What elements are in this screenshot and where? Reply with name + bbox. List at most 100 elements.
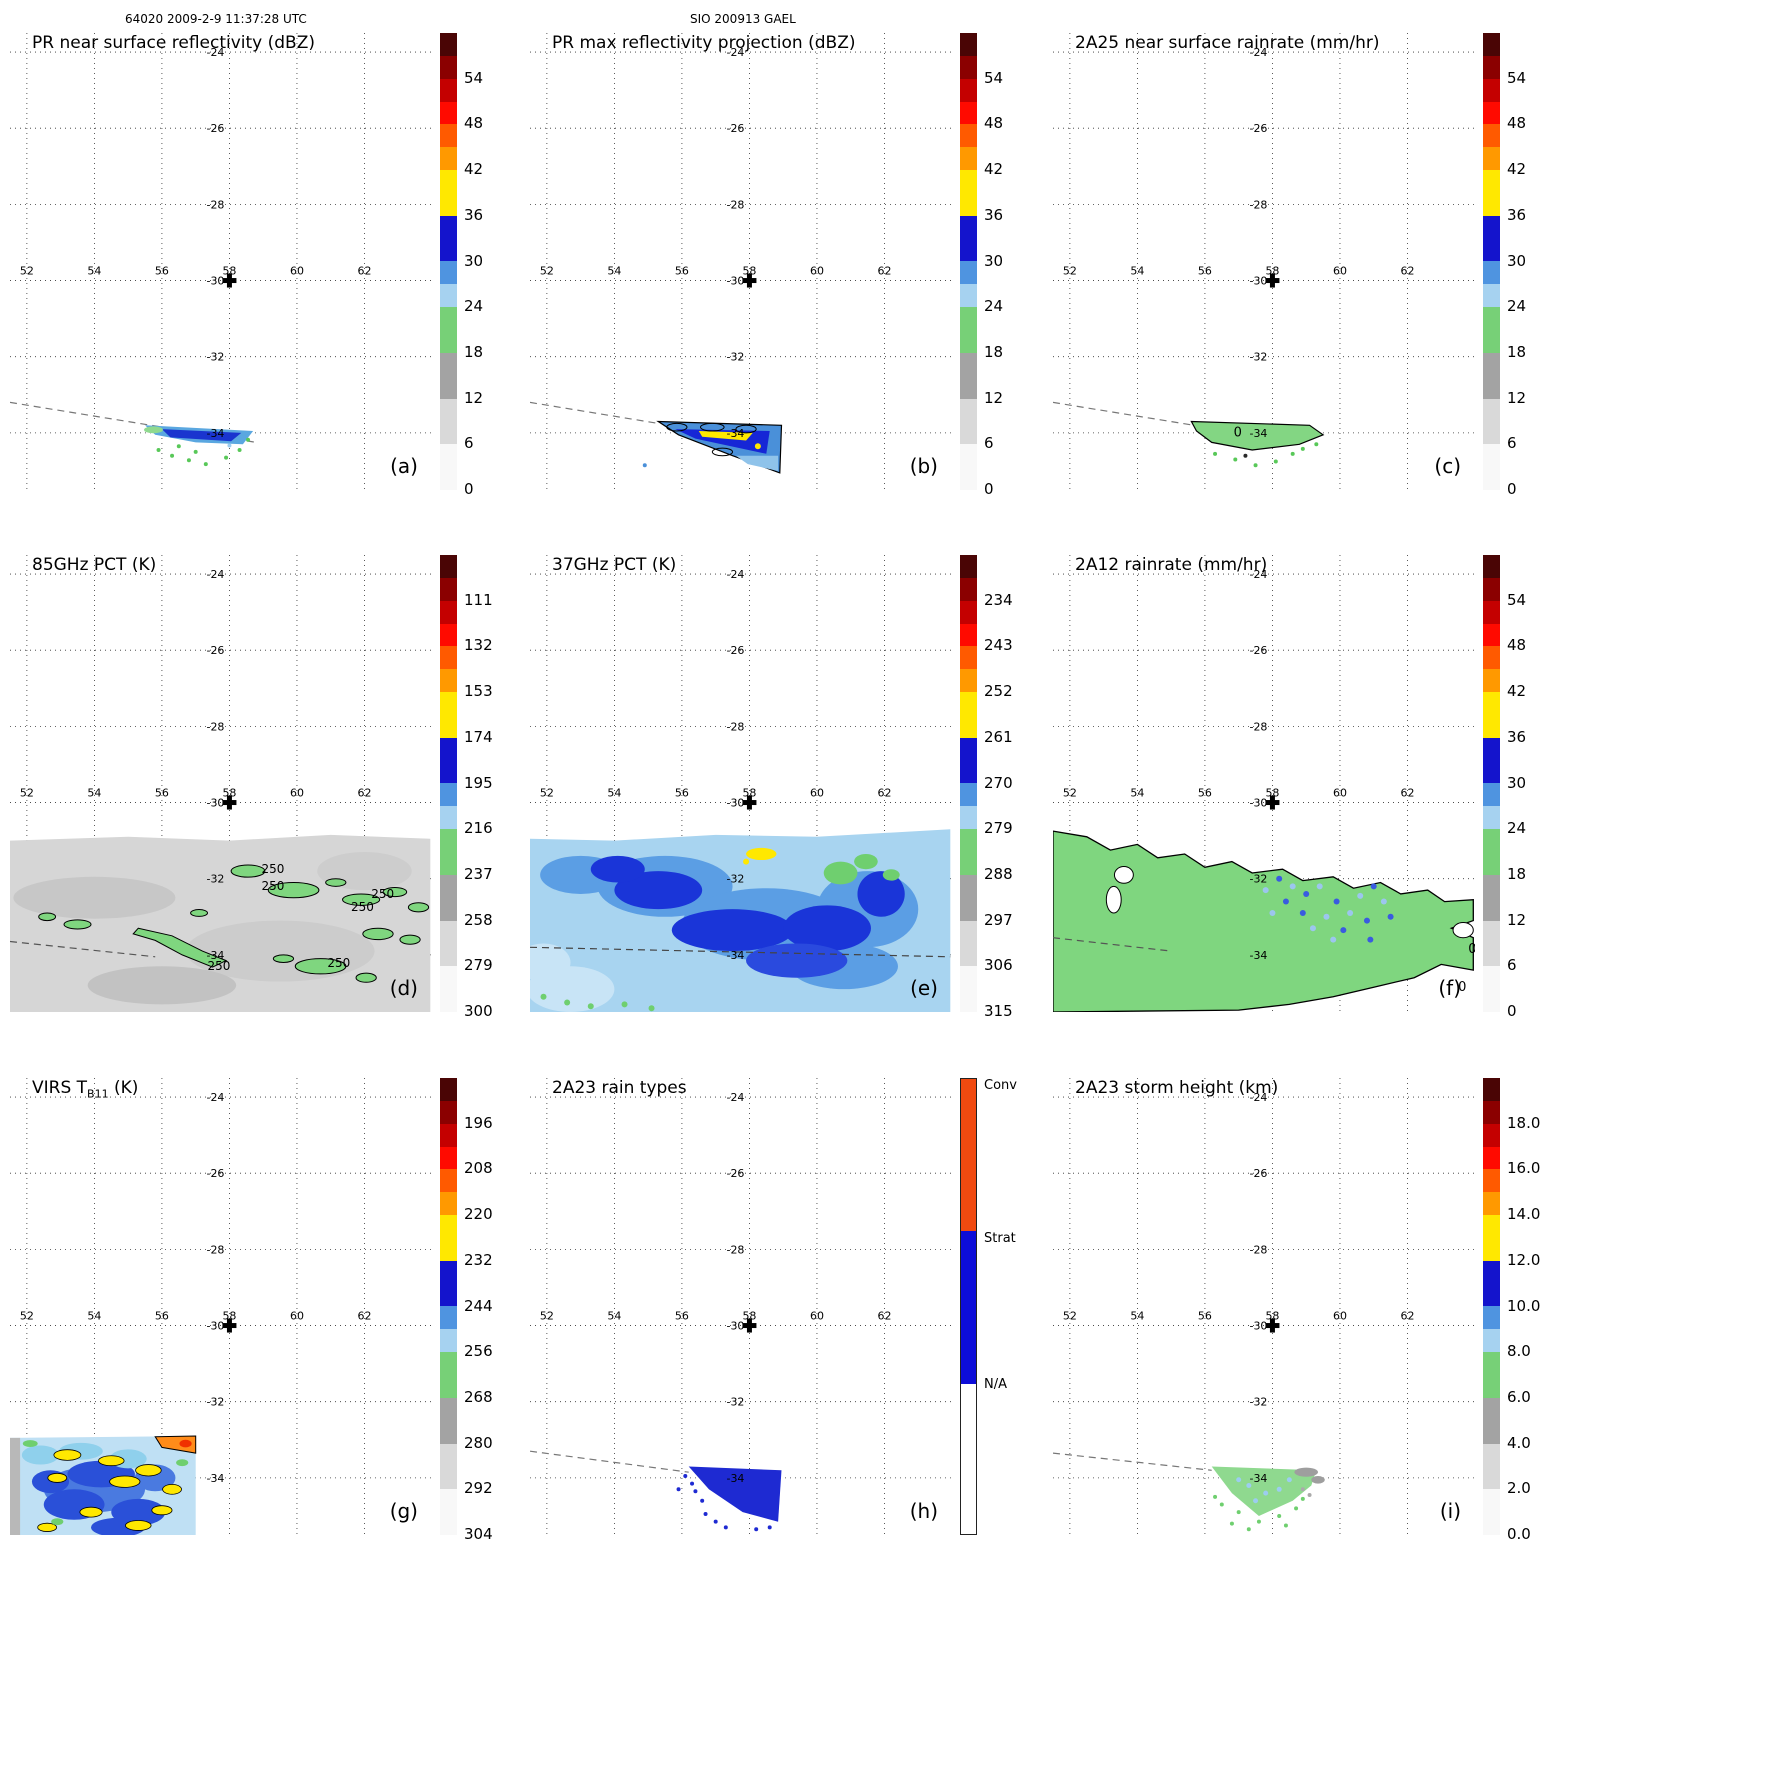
map-feature bbox=[1105, 885, 1122, 914]
lon-tick-label: 56 bbox=[155, 1310, 169, 1323]
colorbar-segment bbox=[440, 669, 457, 693]
colorbar-segment bbox=[1483, 444, 1500, 490]
map-feature-pixel bbox=[227, 443, 232, 448]
contour-label: 250 bbox=[262, 879, 285, 893]
colorbar-segment bbox=[440, 1123, 457, 1147]
colorbar-segment bbox=[960, 170, 977, 216]
lon-tick-label: 56 bbox=[675, 787, 689, 800]
map-feature bbox=[355, 972, 377, 983]
colorbar-segment bbox=[960, 623, 977, 647]
lat-tick-label: -32 bbox=[726, 1396, 744, 1409]
lat-tick-label: -32 bbox=[726, 873, 744, 886]
map-feature-pixel bbox=[1316, 883, 1323, 890]
map-feature bbox=[711, 447, 734, 457]
colorbar-bar-i bbox=[1483, 1078, 1500, 1535]
colorbar-segment bbox=[440, 170, 457, 216]
colorbar-tick-label: 48 bbox=[1507, 636, 1527, 655]
map-feature-pixel bbox=[1286, 1477, 1292, 1483]
map-feature bbox=[735, 455, 779, 471]
map-feature bbox=[783, 905, 871, 952]
lat-tick-label: -26 bbox=[726, 1167, 744, 1180]
colorbar-category-label: Strat bbox=[984, 1231, 1016, 1247]
colorbar-bar-h bbox=[960, 1078, 977, 1535]
map-feature-pixel bbox=[1243, 453, 1248, 458]
colorbar-ticks-i: 18.0 16.0 14.0 12.0 10.0 8.0 6.0 4.0 2.0 0.0 bbox=[1507, 1078, 1557, 1543]
lat-tick-label: -24 bbox=[726, 1091, 744, 1104]
map-feature bbox=[666, 422, 688, 432]
colorbar-tick-label: 111 bbox=[464, 590, 493, 609]
lat-tick-label: -28 bbox=[1249, 1243, 1267, 1256]
colorbar-bar-g bbox=[440, 1078, 457, 1535]
colorbar-segment bbox=[440, 806, 457, 830]
colorbar-segment bbox=[960, 966, 977, 1012]
colorbar-tick-label: 232 bbox=[464, 1250, 493, 1269]
colorbar-segment bbox=[440, 1260, 457, 1307]
lat-tick-label: -28 bbox=[726, 1243, 744, 1256]
colorbar-tick-label: 234 bbox=[984, 590, 1013, 609]
colorbar-tick-label: 252 bbox=[984, 682, 1013, 701]
map-feature bbox=[854, 853, 878, 870]
lon-tick-label: 58 bbox=[742, 265, 756, 278]
map-feature-pixel bbox=[1380, 898, 1387, 905]
lat-tick-label: -26 bbox=[206, 1167, 224, 1180]
colorbar-segment bbox=[440, 352, 457, 399]
colorbar-segment bbox=[440, 1192, 457, 1216]
map-feature-pixel bbox=[1213, 1494, 1218, 1499]
lat-tick-label: -28 bbox=[1249, 720, 1267, 733]
lat-tick-label: -24 bbox=[726, 568, 744, 581]
graticule bbox=[10, 33, 432, 490]
colorbar-segment bbox=[960, 577, 977, 601]
colorbar-i: 18.0 16.0 14.0 12.0 10.0 8.0 6.0 4.0 2.0 0.0 bbox=[1483, 1078, 1558, 1543]
graticule bbox=[1053, 33, 1475, 490]
map-feature-pixel bbox=[1277, 1513, 1282, 1518]
lon-tick-label: 62 bbox=[357, 265, 371, 278]
map-feature bbox=[362, 927, 394, 941]
map-feature bbox=[63, 919, 92, 930]
panel-letter-b: (b) bbox=[909, 454, 938, 478]
lat-tick-label: -24 bbox=[206, 568, 224, 581]
lon-tick-label: 52 bbox=[1063, 1310, 1077, 1323]
colorbar-segment bbox=[1483, 33, 1500, 56]
colorbar-tick-label: 12.0 bbox=[1507, 1250, 1541, 1269]
lat-tick-label: -30 bbox=[206, 275, 224, 288]
lat-tick-label: -32 bbox=[206, 351, 224, 364]
colorbar-segment bbox=[1483, 147, 1500, 171]
map-feature-pixel bbox=[693, 1489, 698, 1494]
title-g-end: (K) bbox=[108, 1078, 139, 1098]
map-feature bbox=[1190, 420, 1325, 451]
lon-tick-label: 62 bbox=[877, 1310, 891, 1323]
lon-tick-label: 60 bbox=[290, 787, 304, 800]
map-feature-pixel bbox=[1387, 913, 1394, 920]
map-feature-pixel bbox=[224, 455, 229, 460]
map-feature bbox=[735, 424, 757, 434]
map-feature-pixel bbox=[754, 443, 761, 450]
colorbar-segment bbox=[440, 692, 457, 738]
map-feature bbox=[22, 1440, 38, 1448]
colorbar-ticks-d: 111 132 153 174 195 216 237 258 279 300 bbox=[464, 555, 514, 1020]
lat-tick-label: -32 bbox=[1249, 1396, 1267, 1409]
colorbar-tick-label: 315 bbox=[984, 1002, 1013, 1020]
colorbar-segment bbox=[440, 1100, 457, 1124]
axis-labels: 52 54 56 58 60 62 -24 -26 -28 -30 -32 -34 bbox=[1063, 568, 1415, 962]
colorbar-segment bbox=[440, 101, 457, 125]
map-feature-pixel bbox=[564, 999, 571, 1006]
lat-tick-label: -26 bbox=[1249, 1167, 1267, 1180]
map-feature-pixel bbox=[1263, 1490, 1269, 1496]
colorbar-segment bbox=[440, 600, 457, 624]
map-features bbox=[530, 401, 783, 474]
colorbar-segment bbox=[1483, 1397, 1500, 1444]
lat-tick-label: -34 bbox=[206, 1472, 224, 1485]
panel-title-i: 2A23 storm height (km) bbox=[1075, 1078, 1279, 1098]
swath-edge-line bbox=[530, 946, 951, 958]
colorbar-segment bbox=[1483, 1100, 1500, 1124]
lat-tick-label: -30 bbox=[206, 1320, 224, 1333]
colorbar-segment bbox=[961, 1383, 976, 1534]
map-feature bbox=[144, 426, 163, 434]
map-feature bbox=[671, 909, 794, 952]
map-feature-pixel bbox=[1314, 442, 1319, 447]
lon-tick-label: 54 bbox=[607, 787, 621, 800]
title-g-main: VIRS T bbox=[32, 1078, 88, 1098]
colorbar-tick-label: 2.0 bbox=[1507, 1479, 1531, 1498]
colorbar-segment bbox=[960, 444, 977, 490]
